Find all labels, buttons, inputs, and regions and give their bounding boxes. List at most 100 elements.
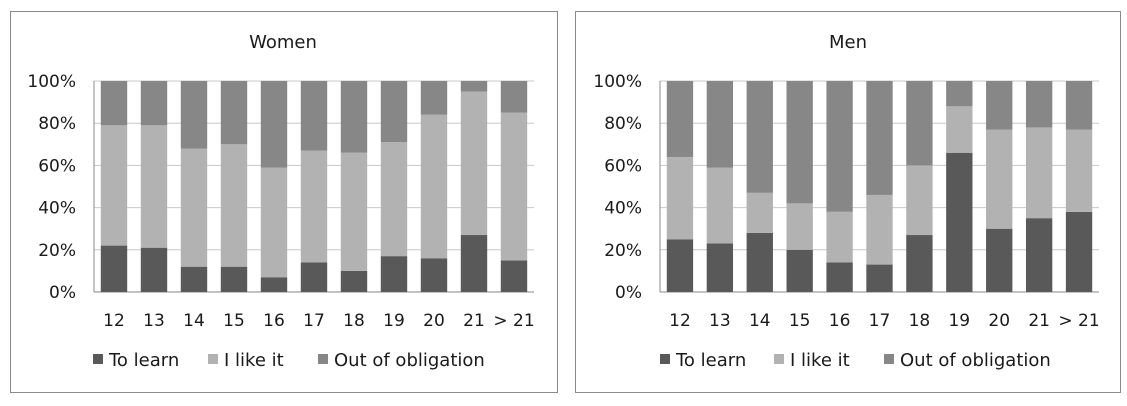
women-bar-to-learn: [380, 256, 408, 292]
women-x-tick-label: 12: [103, 311, 125, 331]
women-bar-out-of-obligation: [380, 81, 408, 143]
men-y-tick-label: 0%: [615, 283, 642, 303]
women-legend-label: Out of obligation: [334, 350, 485, 371]
women-bar-i-like-it: [140, 125, 168, 248]
women-bar-out-of-obligation: [100, 81, 128, 126]
men-bar-out-of-obligation: [986, 81, 1013, 130]
women-bar-out-of-obligation: [260, 81, 288, 168]
women-legend-label: To learn: [108, 350, 179, 371]
men-bar-to-learn: [786, 249, 813, 292]
women-bar-i-like-it: [260, 167, 288, 278]
men-bar-out-of-obligation: [1065, 81, 1093, 130]
men-bar-to-learn: [946, 152, 973, 292]
men-legend-swatch: [660, 354, 670, 364]
men-bar-to-learn: [1065, 211, 1093, 292]
women-x-tick-label: 21: [463, 311, 485, 331]
women-bar-to-learn: [260, 277, 288, 292]
women-bar-i-like-it: [380, 142, 408, 257]
women-legend-swatch: [93, 354, 103, 364]
men-bar-i-like-it: [786, 203, 813, 250]
men-bar-out-of-obligation: [1025, 81, 1053, 128]
men-bar-i-like-it: [706, 167, 734, 244]
men-bar-out-of-obligation: [786, 81, 813, 204]
women-legend-swatch: [318, 354, 328, 364]
men-x-tick-label: 12: [669, 311, 691, 331]
women-bar-to-learn: [180, 266, 208, 292]
men-bar-to-learn: [706, 243, 734, 292]
women-bar-out-of-obligation: [340, 81, 368, 153]
men-legend-swatch: [774, 354, 784, 364]
women-x-tick-label: > 21: [493, 311, 534, 331]
women-bar-to-learn: [140, 247, 168, 292]
men-bar-out-of-obligation: [706, 81, 734, 168]
men-y-tick-label: 100%: [593, 72, 642, 92]
men-x-tick-label: 16: [829, 311, 851, 331]
women-bar-to-learn: [460, 235, 488, 292]
women-bar-to-learn: [500, 260, 528, 292]
women-legend-label: I like it: [224, 350, 284, 371]
men-legend-label: I like it: [790, 350, 850, 371]
men-bar-i-like-it: [986, 129, 1013, 229]
men-bar-i-like-it: [746, 192, 773, 233]
men-bar-out-of-obligation: [866, 81, 893, 195]
women-bar-out-of-obligation: [220, 81, 248, 145]
women-x-tick-label: 14: [183, 311, 205, 331]
women-bar-i-like-it: [460, 91, 488, 236]
women-legend-swatch: [208, 354, 218, 364]
women-y-tick-label: 60%: [38, 156, 76, 176]
men-x-tick-label: 15: [789, 311, 811, 331]
men-bar-i-like-it: [946, 106, 973, 153]
men-x-tick-label: 14: [749, 311, 771, 331]
women-bar-to-learn: [100, 245, 128, 292]
women-chart: Women 0% 20% 40% 60% 80% 100% 12 13 14 15 16 17 18 19 2…: [27, 32, 534, 371]
women-bar-i-like-it: [500, 112, 528, 261]
men-bar-i-like-it: [666, 156, 694, 240]
men-bar-to-learn: [866, 264, 893, 292]
men-bar-out-of-obligation: [906, 81, 933, 166]
women-bar-to-learn: [340, 270, 368, 292]
women-bar-out-of-obligation: [420, 81, 448, 115]
men-chart-title: Men: [829, 32, 867, 53]
men-bar-to-learn: [746, 232, 773, 292]
women-bar-i-like-it: [180, 148, 208, 267]
men-bar-i-like-it: [1065, 129, 1093, 212]
women-y-tick-label: 100%: [27, 72, 76, 92]
women-bar-i-like-it: [340, 152, 368, 271]
women-x-tick-label: 15: [223, 311, 245, 331]
men-y-tick-label: 20%: [604, 241, 642, 261]
men-chart-panel: Men 0% 20% 40% 60% 80% 100% 12 13 14 15 16 17 18 19 20 2…: [575, 11, 1121, 393]
women-y-tick-label: 40%: [38, 199, 76, 219]
women-bar-to-learn: [300, 262, 328, 292]
men-y-tick-label: 60%: [604, 156, 642, 176]
men-x-tick-label: 19: [948, 311, 970, 331]
men-bar-i-like-it: [1025, 127, 1053, 219]
men-bar-i-like-it: [826, 211, 853, 263]
men-bar-i-like-it: [866, 194, 893, 265]
men-legend-swatch: [884, 354, 894, 364]
men-bar-to-learn: [986, 228, 1013, 292]
men-bar-to-learn: [826, 262, 853, 292]
women-x-tick-label: 20: [423, 311, 445, 331]
women-bar-i-like-it: [420, 114, 448, 259]
women-bar-out-of-obligation: [460, 81, 488, 92]
men-x-tick-label: 17: [869, 311, 891, 331]
men-x-tick-label: 18: [909, 311, 931, 331]
men-bar-out-of-obligation: [666, 81, 694, 157]
men-legend-label: To learn: [675, 350, 746, 371]
men-chart: Men 0% 20% 40% 60% 80% 100% 12 13 14 15 16 17 18 19 20 2…: [593, 32, 1099, 371]
men-y-tick-label: 40%: [604, 199, 642, 219]
men-x-tick-label: 20: [988, 311, 1010, 331]
women-x-tick-label: 19: [383, 311, 405, 331]
men-bar-i-like-it: [906, 165, 933, 236]
men-bar-out-of-obligation: [946, 81, 973, 107]
women-bar-out-of-obligation: [300, 81, 328, 151]
women-bar-i-like-it: [220, 144, 248, 267]
women-x-tick-label: 13: [143, 311, 165, 331]
men-bar-out-of-obligation: [746, 81, 773, 193]
women-bar-to-learn: [220, 266, 248, 292]
men-x-tick-label: > 21: [1058, 311, 1099, 331]
women-y-tick-label: 80%: [38, 114, 76, 134]
men-legend-label: Out of obligation: [900, 350, 1051, 371]
men-bar-to-learn: [1025, 218, 1053, 292]
women-y-tick-label: 0%: [49, 283, 76, 303]
